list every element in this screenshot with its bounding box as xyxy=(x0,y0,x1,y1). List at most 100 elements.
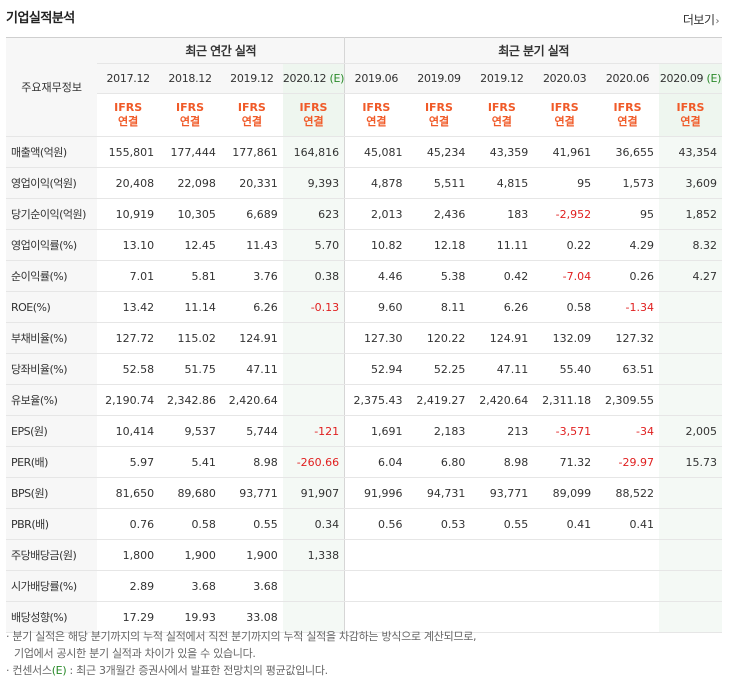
annual-period-2: 2019.12 xyxy=(220,63,283,94)
annual-value: 12.45 xyxy=(159,229,221,261)
table-row: ROE(%) 13.42 11.14 6.26 -0.13 9.60 8.11 6.26 0.5… xyxy=(6,291,722,323)
quarter-value: 6.04 xyxy=(344,446,408,478)
annual-value: 11.43 xyxy=(220,229,283,261)
table-row: 당기순이익(억원) 10,919 10,305 6,689 623 2,013 2,436 1… xyxy=(6,198,722,230)
annual-value: 177,861 xyxy=(220,136,283,168)
table-row: 매출액(억원) 155,801 177,444 177,861 164,816 45,08… xyxy=(6,136,722,168)
quarter-period-2: 2019.12 xyxy=(470,63,534,94)
row-label: PBR(배) xyxy=(6,508,98,540)
quarter-ifrs-3: IFRS 연결 xyxy=(533,93,597,137)
row-label: 당좌비율(%) xyxy=(6,353,98,385)
row-label: 매출액(억원) xyxy=(6,136,98,168)
quarter-value: 43,354 xyxy=(658,136,722,168)
annual-value xyxy=(282,353,345,385)
footnote-1: · 분기 실적은 해당 분기까지의 누적 실적에서 직전 분기까지의 누적 실적… xyxy=(6,630,477,643)
annual-value xyxy=(282,384,345,416)
annual-value: 124.91 xyxy=(220,322,283,354)
quarter-value: 94,731 xyxy=(407,477,471,509)
quarter-period-1: 2019.09 xyxy=(407,63,471,94)
annual-value: 81,650 xyxy=(97,477,160,509)
row-label: 순이익률(%) xyxy=(6,260,98,292)
quarter-value: 2,436 xyxy=(407,198,471,230)
quarter-value xyxy=(533,570,597,602)
quarter-value: 6.26 xyxy=(470,291,534,323)
row-label: ROE(%) xyxy=(6,291,98,323)
quarter-value xyxy=(658,322,722,354)
annual-value: 9,393 xyxy=(282,167,345,199)
quarter-period-5: 2020.09 (E) xyxy=(658,63,722,94)
annual-value: 22,098 xyxy=(159,167,221,199)
annual-value: 6,689 xyxy=(220,198,283,230)
annual-value: 0.58 xyxy=(159,508,221,540)
quarter-value: 11.11 xyxy=(470,229,534,261)
quarter-value xyxy=(658,477,722,509)
quarter-value: 55.40 xyxy=(533,353,597,385)
quarter-value: 95 xyxy=(533,167,597,199)
quarter-value xyxy=(344,570,408,602)
quarter-value: 6.80 xyxy=(407,446,471,478)
quarter-value: 0.58 xyxy=(533,291,597,323)
quarter-value: 93,771 xyxy=(470,477,534,509)
quarter-value: 41,961 xyxy=(533,136,597,168)
table-row: 주당배당금(원) 1,800 1,900 1,900 1,338 xyxy=(6,539,722,571)
quarter-value: 4,878 xyxy=(344,167,408,199)
annual-value: 20,331 xyxy=(220,167,283,199)
quarter-value: 1,573 xyxy=(596,167,659,199)
annual-period-3: 2020.12 (E) xyxy=(282,63,345,94)
annual-value: -260.66 xyxy=(282,446,345,478)
quarter-value: 8.32 xyxy=(658,229,722,261)
annual-value: 9,537 xyxy=(159,415,221,447)
quarter-value: -7.04 xyxy=(533,260,597,292)
annual-value: 52.58 xyxy=(97,353,160,385)
quarter-value: 89,099 xyxy=(533,477,597,509)
quarter-value: 2,375.43 xyxy=(344,384,408,416)
annual-value: 2.89 xyxy=(97,570,160,602)
quarter-value: 88,522 xyxy=(596,477,659,509)
annual-value: 10,414 xyxy=(97,415,160,447)
quarter-ifrs-1: IFRS 연결 xyxy=(407,93,471,137)
quarter-value: 0.55 xyxy=(470,508,534,540)
quarter-value xyxy=(658,353,722,385)
annual-value: 5.41 xyxy=(159,446,221,478)
quarter-value xyxy=(596,539,659,571)
annual-value: 164,816 xyxy=(282,136,345,168)
quarter-value: -3,571 xyxy=(533,415,597,447)
table-row: 순이익률(%) 7.01 5.81 3.76 0.38 4.46 5.38 0.42 -7.04… xyxy=(6,260,722,292)
quarter-value: 52.94 xyxy=(344,353,408,385)
quarter-value: 0.22 xyxy=(533,229,597,261)
quarter-value: 15.73 xyxy=(658,446,722,478)
quarter-value: 3,609 xyxy=(658,167,722,199)
quarter-value: 0.41 xyxy=(596,508,659,540)
quarter-value: 2,013 xyxy=(344,198,408,230)
quarter-value: 2,419.27 xyxy=(407,384,471,416)
quarter-value: -34 xyxy=(596,415,659,447)
annual-value: 0.38 xyxy=(282,260,345,292)
annual-period-0: 2017.12 xyxy=(97,63,160,94)
quarter-value: 95 xyxy=(596,198,659,230)
quarter-value: 10.82 xyxy=(344,229,408,261)
quarter-value xyxy=(470,601,534,633)
footnotes: · 분기 실적은 해당 분기까지의 누적 실적에서 직전 분기까지의 누적 실적… xyxy=(6,628,477,679)
quarter-value xyxy=(407,601,471,633)
more-label: 더보기 xyxy=(682,13,715,27)
row-label: 부채비율(%) xyxy=(6,322,98,354)
annual-value: 623 xyxy=(282,198,345,230)
quarter-value: 2,309.55 xyxy=(596,384,659,416)
annual-value: 17.29 xyxy=(97,601,160,633)
quarter-value: 91,996 xyxy=(344,477,408,509)
quarter-value: 9.60 xyxy=(344,291,408,323)
annual-ifrs-2: IFRS 연결 xyxy=(220,93,283,137)
quarter-value: 0.41 xyxy=(533,508,597,540)
table-row: 시가배당률(%) 2.89 3.68 3.68 xyxy=(6,570,722,602)
more-link[interactable]: 더보기› xyxy=(682,11,720,28)
quarter-value xyxy=(658,291,722,323)
quarter-value xyxy=(658,384,722,416)
quarter-value: 2,420.64 xyxy=(470,384,534,416)
quarter-value xyxy=(596,601,659,633)
table-row: 부채비율(%) 127.72 115.02 124.91 127.30 120.22 124… xyxy=(6,322,722,354)
quarter-value xyxy=(407,539,471,571)
quarter-ifrs-4: IFRS 연결 xyxy=(596,93,659,137)
quarter-value xyxy=(658,508,722,540)
row-label: BPS(원) xyxy=(6,477,98,509)
quarter-period-3: 2020.03 xyxy=(533,63,597,94)
